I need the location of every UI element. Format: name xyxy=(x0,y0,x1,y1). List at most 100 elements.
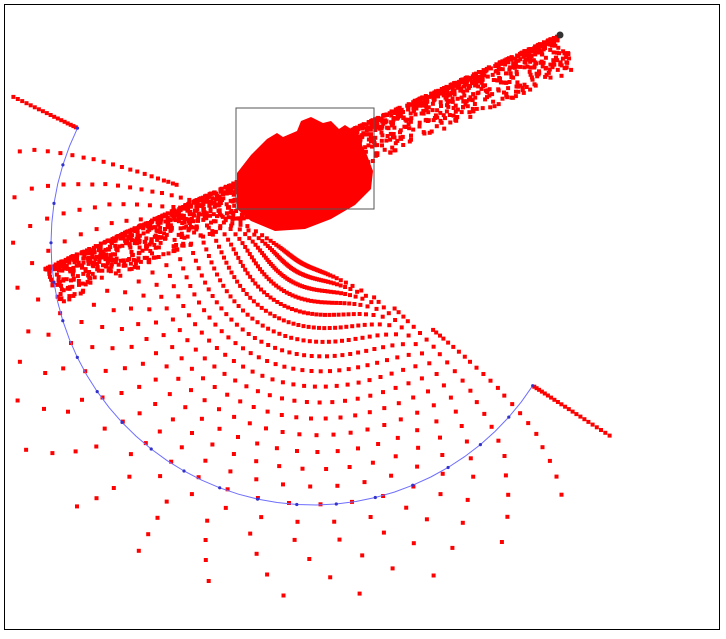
scatter-point xyxy=(70,153,74,157)
scatter-point xyxy=(224,506,228,510)
parametric-scatter-plot[interactable] xyxy=(5,5,726,639)
scatter-point xyxy=(201,218,205,222)
scatter-point xyxy=(370,323,374,327)
scatter-point xyxy=(354,337,358,341)
scatter-point xyxy=(251,370,255,374)
scatter-point xyxy=(90,345,94,349)
scatter-point xyxy=(302,338,306,342)
scatter-point xyxy=(137,549,141,553)
scatter-point xyxy=(434,419,438,423)
scatter-point xyxy=(177,207,181,211)
scatter-point xyxy=(56,267,60,271)
scatter-point xyxy=(287,350,291,354)
scatter-point xyxy=(243,232,247,236)
arc-vertex xyxy=(335,502,338,505)
scatter-point xyxy=(174,243,178,247)
scatter-point xyxy=(482,412,486,416)
scatter-point xyxy=(115,257,119,261)
scatter-point xyxy=(190,367,194,371)
scatter-point xyxy=(112,486,116,490)
scatter-point xyxy=(495,64,499,68)
arc-vertex xyxy=(52,281,55,284)
scatter-point xyxy=(247,332,251,336)
scatter-point xyxy=(339,325,343,329)
scatter-point xyxy=(564,60,568,64)
scatter-point xyxy=(384,333,388,337)
scatter-point xyxy=(343,301,347,305)
scatter-point xyxy=(212,212,216,216)
scatter-point xyxy=(443,116,447,120)
scatter-point xyxy=(260,374,264,378)
scatter-point xyxy=(147,225,151,229)
scatter-point xyxy=(310,312,314,316)
scatter-point xyxy=(277,464,281,468)
scatter-point xyxy=(245,292,249,296)
scatter-point xyxy=(165,306,169,310)
scatter-point xyxy=(154,246,158,250)
scatter-point xyxy=(457,350,461,354)
scatter-point xyxy=(411,107,415,111)
scatter-point xyxy=(274,362,278,366)
scatter-point xyxy=(58,151,62,155)
scatter-point xyxy=(445,109,449,113)
scatter-point xyxy=(146,532,150,536)
scatter-point xyxy=(318,401,322,405)
scatter-point xyxy=(380,131,384,135)
scatter-point xyxy=(211,294,215,298)
scatter-point xyxy=(166,225,170,229)
scatter-point xyxy=(356,324,360,328)
scatter-point xyxy=(283,304,287,308)
scatter-point xyxy=(556,68,560,72)
scatter-point xyxy=(173,238,177,242)
scatter-point xyxy=(453,84,457,88)
scatter-point xyxy=(213,385,217,389)
scatter-point xyxy=(487,94,491,98)
scatter-point xyxy=(92,261,96,265)
scatter-point xyxy=(504,92,508,96)
scatter-point xyxy=(142,231,146,235)
scatter-point xyxy=(179,226,183,230)
scatter-point xyxy=(153,235,157,239)
scatter-point xyxy=(217,203,221,207)
scatter-point xyxy=(33,105,37,109)
scatter-point xyxy=(415,428,419,432)
scatter-point xyxy=(229,243,233,247)
arc-vertex xyxy=(76,356,79,359)
scatter-point xyxy=(364,349,368,353)
scatter-point xyxy=(460,110,464,114)
scatter-point xyxy=(156,177,160,181)
scatter-point xyxy=(148,203,152,207)
scatter-point xyxy=(471,107,475,111)
scatter-point xyxy=(380,139,384,143)
scatter-point xyxy=(202,308,206,312)
scatter-point xyxy=(68,285,72,289)
scatter-point xyxy=(473,102,477,106)
scatter-point xyxy=(61,279,65,283)
pole-point[interactable] xyxy=(557,32,564,39)
scatter-point xyxy=(541,445,545,449)
scatter-point xyxy=(504,473,508,477)
scatter-point xyxy=(56,117,60,121)
scatter-point xyxy=(551,58,555,62)
scatter-point xyxy=(228,187,232,191)
scatter-point xyxy=(480,87,484,91)
scatter-point xyxy=(83,252,87,256)
scatter-point xyxy=(424,95,428,99)
scatter-point xyxy=(401,342,405,346)
scatter-point xyxy=(186,235,190,239)
scatter-point xyxy=(164,263,168,267)
scatter-point xyxy=(149,237,153,241)
plot-canvas[interactable] xyxy=(4,4,720,630)
scatter-point xyxy=(449,396,453,400)
scatter-point xyxy=(221,284,225,288)
scatter-point xyxy=(394,454,398,458)
scatter-point xyxy=(508,80,512,84)
scatter-point xyxy=(302,353,306,357)
scatter-point xyxy=(102,252,106,256)
scatter-point xyxy=(534,84,538,88)
scatter-point xyxy=(100,269,104,273)
scatter-point xyxy=(100,276,104,280)
scatter-point xyxy=(94,445,98,449)
scatter-point xyxy=(266,327,270,331)
scatter-point xyxy=(218,187,222,191)
